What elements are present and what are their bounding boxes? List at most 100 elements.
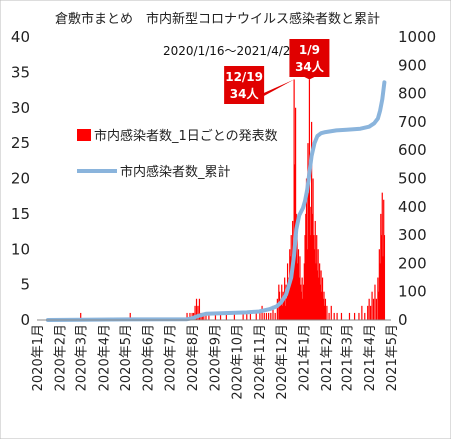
bar xyxy=(281,305,284,320)
bar xyxy=(370,305,372,320)
bar xyxy=(336,312,338,320)
x-axis-tick: 2020年5月 xyxy=(119,324,134,391)
bar xyxy=(295,213,297,320)
chart-title: 倉敷市まとめ 市内新型コロナウイルス感染者数と累計 xyxy=(55,11,380,27)
bar xyxy=(326,305,328,320)
bar xyxy=(283,298,285,320)
bar xyxy=(383,235,386,320)
bar xyxy=(375,298,378,320)
bar xyxy=(323,291,325,320)
left-axis-tick: 35 xyxy=(11,63,30,81)
bar xyxy=(382,256,384,320)
bar xyxy=(378,249,380,320)
bar xyxy=(304,235,306,320)
bar xyxy=(378,291,380,320)
bar xyxy=(303,263,305,320)
bar xyxy=(195,298,198,320)
bar xyxy=(265,312,268,320)
right-axis-tick: 900 xyxy=(398,56,427,74)
bar xyxy=(286,298,288,320)
bar xyxy=(219,312,222,320)
bar xyxy=(282,291,284,320)
x-axis-tick: 2020年1月 xyxy=(31,324,46,391)
bar xyxy=(270,312,272,320)
x-axis-tick: 2021年1月 xyxy=(298,324,313,391)
bar xyxy=(279,305,281,320)
bar xyxy=(322,298,324,320)
left-axis-tick: 40 xyxy=(11,28,30,46)
right-axis-tick: 100 xyxy=(398,283,427,301)
bar xyxy=(302,298,304,320)
bar xyxy=(289,256,292,320)
bar xyxy=(274,312,276,320)
annotations: 12/19 34人 1/9 34人 xyxy=(224,39,330,104)
x-axis-tick: 2020年3月 xyxy=(75,324,90,391)
bar xyxy=(316,270,319,320)
callout-pointer xyxy=(239,79,295,104)
x-axis-tick: 2020年7月 xyxy=(164,324,179,391)
callout-date: 12/19 xyxy=(225,70,263,84)
bar xyxy=(246,312,248,320)
bar xyxy=(285,284,287,320)
legend: 市内感染者数_1日ごとの発表数 市内感染者数_累計 xyxy=(77,128,278,180)
bar xyxy=(313,235,315,320)
bar xyxy=(291,263,293,320)
bar xyxy=(225,312,227,320)
bar xyxy=(292,249,294,320)
bar xyxy=(80,312,82,320)
bar xyxy=(368,298,370,320)
cumulative-line xyxy=(45,80,387,322)
bar xyxy=(348,312,351,320)
bar xyxy=(316,235,318,320)
bar xyxy=(280,298,282,320)
bar xyxy=(198,298,201,320)
bar xyxy=(311,121,313,321)
right-axis-tick: 1000 xyxy=(398,28,436,46)
bar xyxy=(358,312,360,320)
bar xyxy=(208,312,210,320)
right-axis-tick: 600 xyxy=(398,141,427,159)
left-axis-tick: 25 xyxy=(11,134,30,152)
bar xyxy=(318,277,320,320)
right-axis-tick: 300 xyxy=(398,226,427,244)
x-axis-tick: 2021年3月 xyxy=(341,324,356,391)
bar xyxy=(129,312,131,320)
right-axis-tick: 400 xyxy=(398,198,427,216)
bar xyxy=(377,277,379,320)
bar xyxy=(205,312,207,320)
callout-date: 1/9 xyxy=(299,43,320,57)
bar xyxy=(305,178,308,320)
bar xyxy=(306,249,308,320)
bar xyxy=(310,235,312,320)
left-axis-tick: 15 xyxy=(11,205,30,223)
bar xyxy=(319,284,321,320)
callout-count: 34人 xyxy=(230,86,260,101)
bar xyxy=(299,256,301,320)
bar xyxy=(298,277,300,320)
bar xyxy=(383,199,385,320)
bar xyxy=(324,305,326,320)
bar xyxy=(307,143,309,320)
legend-label-daily: 市内感染者数_1日ごとの発表数 xyxy=(94,128,278,144)
bar xyxy=(380,213,382,320)
bar xyxy=(308,79,311,320)
bar xyxy=(263,312,265,320)
bar xyxy=(361,305,363,320)
x-axis-tick: 2020年10月 xyxy=(231,324,246,400)
bar xyxy=(186,312,188,320)
bar xyxy=(328,312,330,320)
left-axis-tick: 0 xyxy=(20,311,30,329)
left-axis-tick: 5 xyxy=(20,276,30,294)
bar xyxy=(312,178,314,320)
right-axis-tick: 800 xyxy=(398,85,427,103)
bar xyxy=(381,192,383,320)
bar xyxy=(374,284,376,320)
bar xyxy=(293,79,295,320)
bar xyxy=(189,312,191,320)
bar xyxy=(302,284,305,320)
bar xyxy=(276,298,278,320)
bar xyxy=(259,312,261,320)
x-axis-ticks: 2020年1月 2020年2月 2020年3月 2020年4月 2020年5月 2020年… xyxy=(31,324,400,400)
left-axis-tick: 10 xyxy=(11,240,30,258)
